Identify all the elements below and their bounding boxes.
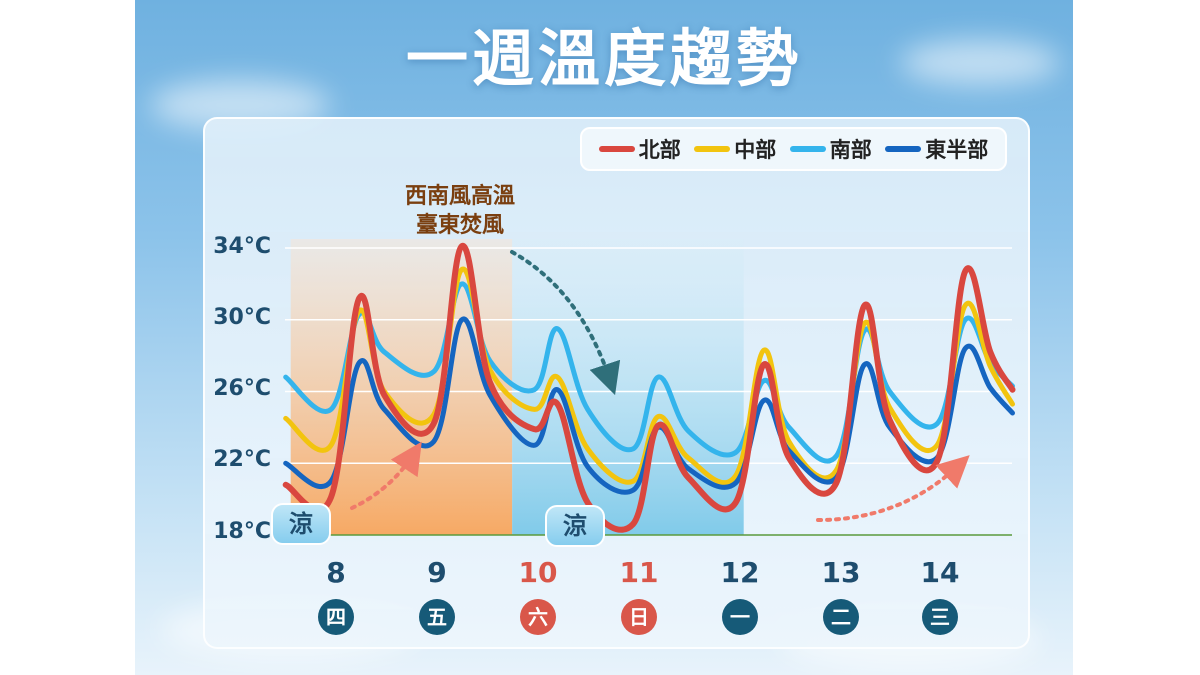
- weekday-badge: 日: [621, 599, 657, 635]
- legend-label: 北部: [638, 138, 681, 162]
- cloud-decoration: [900, 40, 1060, 85]
- legend-item-east: 東半部: [885, 134, 988, 164]
- date-label: 9: [427, 556, 447, 589]
- legend-item-south: 南部: [789, 134, 872, 164]
- heat-note-line1: 西南風高溫: [404, 184, 515, 209]
- y-tick-label: 22°C: [213, 447, 271, 472]
- weekday-badge: 四: [318, 599, 354, 635]
- legend-swatch: [789, 146, 826, 152]
- legend-label: 中部: [734, 138, 777, 162]
- heat-period-shade: [290, 239, 513, 535]
- cooling-trend-arrow: [510, 250, 621, 396]
- date-label: 10: [518, 556, 558, 589]
- y-tick-label: 34°C: [213, 234, 271, 259]
- legend-swatch: [598, 146, 635, 152]
- date-label: 14: [920, 556, 960, 589]
- series-line-central: [283, 266, 1015, 486]
- legend-label: 東半部: [925, 138, 989, 162]
- warming-arrow-1: [350, 441, 422, 510]
- legend-item-central: 中部: [694, 134, 776, 164]
- cool-label: 涼: [545, 505, 605, 547]
- series-lines: [282, 243, 1016, 533]
- left-margin: [0, 0, 135, 675]
- y-tick-label: 18°C: [213, 519, 271, 544]
- warming-arrow-2: [816, 455, 970, 522]
- legend-label: 南部: [829, 138, 872, 162]
- date-label: 13: [821, 556, 861, 589]
- chart-legend: 北部 中部 南部 東半部: [580, 127, 1007, 171]
- chart-title: 一週溫度趨勢: [405, 22, 802, 95]
- date-label: 12: [720, 556, 760, 589]
- date-label: 11: [619, 556, 659, 589]
- weekday-badge: 二: [823, 599, 859, 635]
- y-tick-label: 26°C: [213, 376, 271, 401]
- y-tick-label: 30°C: [213, 305, 271, 330]
- heat-note-line2: 臺東焚風: [415, 213, 504, 238]
- legend-item-north: 北部: [598, 134, 681, 164]
- cool-label: 涼: [271, 503, 331, 545]
- weekday-badge: 五: [419, 599, 455, 635]
- series-line-north: [282, 243, 1016, 533]
- series-line-south: [283, 281, 1015, 464]
- weekday-badge: 六: [520, 599, 556, 635]
- date-label: 8: [326, 556, 346, 589]
- weekday-badge: 一: [722, 599, 758, 635]
- legend-swatch: [885, 146, 922, 152]
- right-margin: [1073, 0, 1200, 675]
- legend-swatch: [694, 146, 731, 152]
- weekday-badge: 三: [922, 599, 958, 635]
